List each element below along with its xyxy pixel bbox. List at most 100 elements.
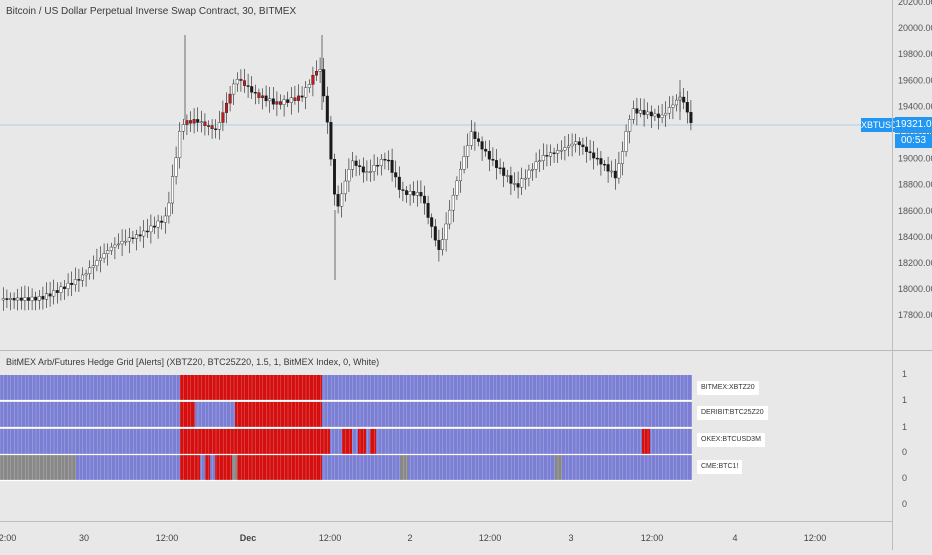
candle — [279, 94, 283, 110]
grid-cell-alert — [358, 429, 366, 454]
candle — [351, 152, 355, 178]
candle — [567, 134, 571, 157]
candle — [264, 85, 268, 107]
grid-row-label-deribit: DERIBIT:BTC25Z20 — [697, 406, 768, 420]
candle — [491, 147, 495, 167]
indicator-axis-tick: 0 — [902, 499, 907, 509]
candle — [577, 137, 581, 156]
candle — [70, 271, 74, 297]
candle — [513, 172, 517, 191]
candle — [221, 100, 225, 132]
candle — [552, 147, 556, 163]
candle — [354, 155, 358, 177]
candle — [30, 288, 34, 311]
pane-divider[interactable] — [0, 350, 932, 351]
candle — [91, 255, 95, 280]
candle — [214, 119, 218, 139]
candle — [599, 150, 603, 176]
candle — [174, 146, 178, 185]
time-tick-label: 2 — [407, 533, 412, 543]
candle — [325, 86, 329, 134]
candle — [671, 95, 675, 120]
candle — [480, 136, 484, 162]
candlestick-chart[interactable]: 20200.00 20000.00 19800.00 19600.00 19400.00… — [0, 0, 932, 350]
candle — [556, 143, 560, 164]
price-chart-pane[interactable]: 20200.00 20000.00 19800.00 19600.00 19400.00… — [0, 0, 932, 350]
time-tick-label: 12:00 — [156, 533, 179, 543]
grid-cell-alert — [180, 375, 322, 400]
candle — [516, 171, 520, 199]
candle — [592, 140, 596, 170]
candle — [113, 237, 117, 260]
candle — [365, 160, 369, 182]
candle — [55, 282, 59, 304]
candle — [27, 286, 31, 311]
candle — [617, 151, 621, 184]
grid-cell-alert — [180, 429, 330, 454]
candle — [433, 218, 437, 247]
candle — [336, 185, 340, 214]
price-tick-label: 19600.00 — [898, 75, 932, 85]
candle — [523, 169, 527, 190]
candle — [667, 96, 671, 120]
candle — [228, 86, 232, 112]
candle — [315, 60, 319, 81]
candle — [473, 122, 477, 151]
candle — [59, 282, 63, 301]
candle — [73, 267, 77, 292]
candle — [397, 166, 401, 199]
candle — [390, 148, 394, 182]
grid-row-label-bitmex: BITMEX:XBTZ20 — [697, 381, 759, 395]
indicator-pane[interactable]: 1 1 1 0 0 0 BitMEX Arb/Futures Hedge Grid [Al… — [0, 351, 932, 521]
candle — [419, 180, 423, 204]
candle — [217, 110, 221, 140]
grid-cell-alert — [180, 402, 195, 427]
candle — [588, 139, 592, 161]
candle — [98, 246, 102, 273]
candle — [203, 113, 207, 136]
candle — [631, 100, 635, 124]
candle — [527, 164, 531, 187]
candle — [545, 144, 549, 167]
candle — [192, 108, 196, 134]
time-axis[interactable]: 12:00 30 12:00 Dec 12:00 2 12:00 3 12:00 4 12:00 — [0, 521, 932, 550]
candle — [487, 140, 491, 172]
candle — [178, 122, 182, 169]
candle — [163, 207, 167, 234]
time-tick-label: 3 — [568, 533, 573, 543]
candle — [160, 215, 164, 230]
candle — [66, 273, 70, 297]
candle — [574, 133, 578, 153]
candle — [109, 242, 113, 256]
candle — [52, 279, 56, 305]
candle — [685, 90, 689, 124]
candle — [41, 286, 45, 310]
candle — [401, 181, 405, 202]
candle — [8, 292, 12, 311]
time-tick-label: 12:00 — [0, 533, 16, 543]
price-tick-label: 18600.00 — [898, 206, 932, 216]
time-tick-label: 12:00 — [319, 533, 342, 543]
candle — [145, 218, 149, 238]
grid-cell-alert — [237, 455, 322, 480]
grid-cell-alert — [205, 455, 210, 480]
candle — [664, 101, 668, 127]
candle — [250, 76, 254, 100]
candle — [387, 150, 391, 171]
grid-cell-alert — [642, 429, 650, 454]
candle — [657, 105, 661, 130]
candle — [239, 69, 243, 92]
candle — [235, 72, 239, 92]
candle — [642, 98, 646, 127]
grid-row-deribit — [0, 402, 692, 427]
candle — [188, 111, 192, 133]
candle — [358, 159, 362, 176]
grid-cell-inactive — [232, 455, 237, 480]
candle — [408, 184, 412, 206]
candle — [300, 86, 304, 102]
price-tick-label: 18200.00 — [898, 258, 932, 268]
candle — [520, 167, 524, 195]
candle — [5, 289, 9, 309]
candle — [613, 159, 617, 190]
candle — [297, 84, 301, 113]
